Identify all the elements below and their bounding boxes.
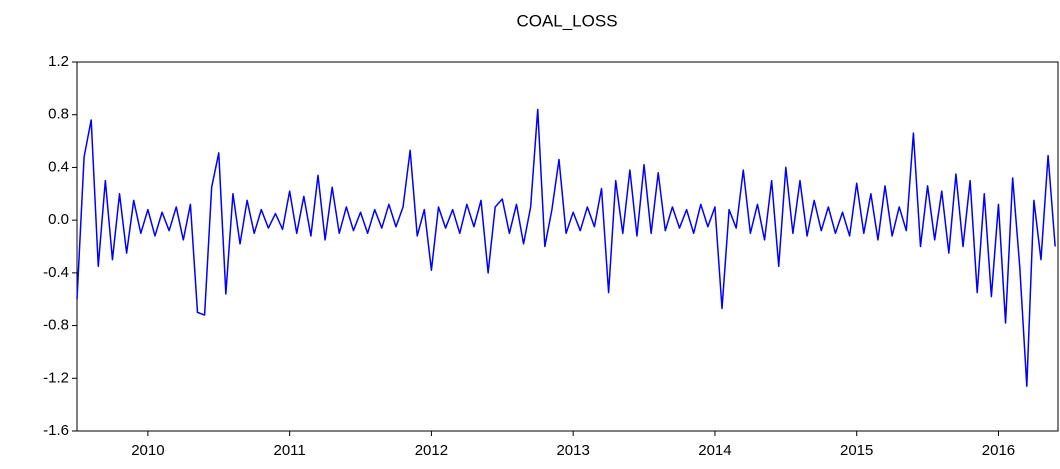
plot-frame [76,61,1059,432]
y-tick-label: -1.6 [43,422,69,439]
y-tick-label: -0.8 [43,317,69,334]
y-tick-label: 0.8 [48,106,69,123]
x-tick-label: 2015 [840,442,873,459]
data-line [76,108,1056,387]
x-tick-label: 2011 [274,442,306,459]
y-tick-label: 1.2 [48,53,69,70]
x-tick-label: 2010 [131,442,164,459]
chart-title: COAL_LOSS [516,11,617,30]
x-tick-label: 2013 [556,442,589,459]
y-tick-label: 0.4 [48,158,69,175]
y-tick-label: -0.4 [43,264,69,281]
x-tick-label: 2016 [982,442,1015,459]
x-tick-label: 2014 [698,442,731,459]
y-tick-label: 0.0 [48,211,69,228]
x-tick-label: 2012 [415,442,448,459]
y-tick-label: -1.2 [43,369,69,386]
